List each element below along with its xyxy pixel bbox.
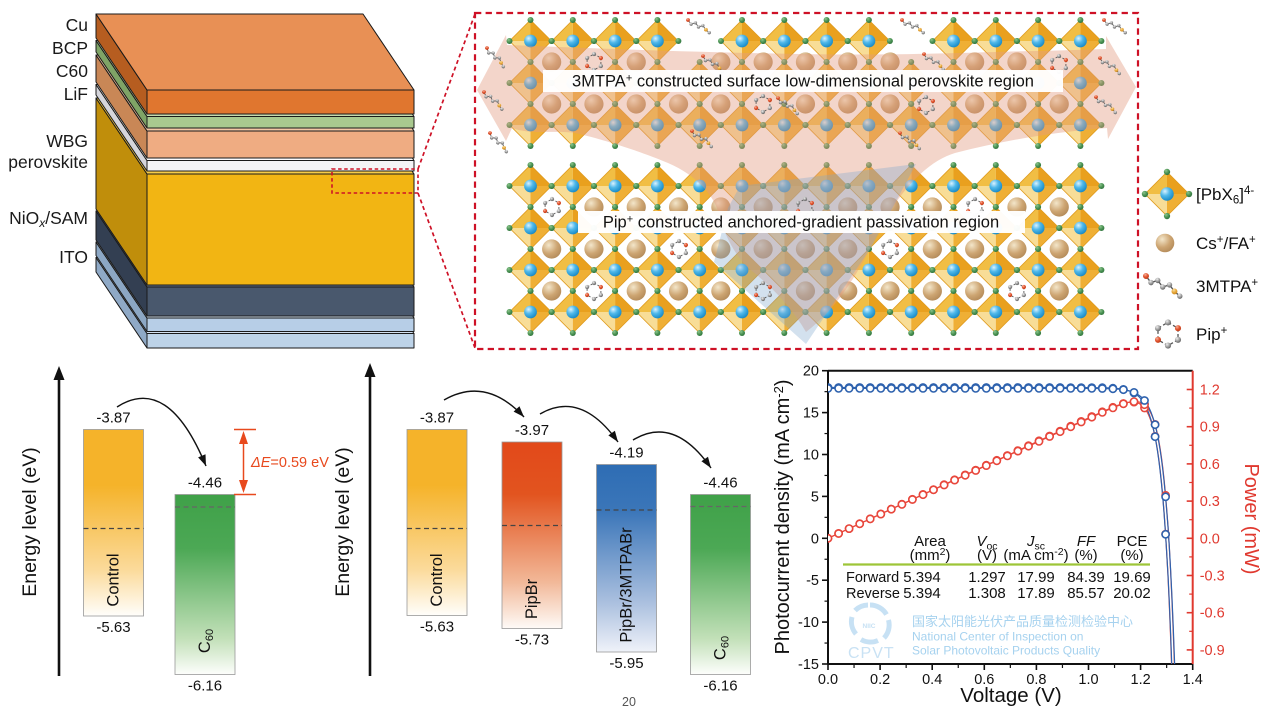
svg-text:1.2: 1.2 [1200,383,1220,399]
svg-text:-5.95: -5.95 [609,655,643,672]
svg-text:NIIC: NIIC [863,623,876,630]
svg-text:perovskite: perovskite [8,152,88,172]
svg-text:1.297: 1.297 [968,569,1006,586]
svg-text:-5.73: -5.73 [515,632,549,649]
svg-text:BCP: BCP [52,38,88,58]
svg-text:-3.87: -3.87 [420,410,454,427]
svg-text:国家太阳能光伏产品质量检测检验中心: 国家太阳能光伏产品质量检测检验中心 [912,614,1133,629]
svg-text:0.4: 0.4 [922,672,942,688]
svg-text:(%): (%) [1120,547,1143,564]
svg-text:20: 20 [803,364,819,380]
svg-text:-15: -15 [798,657,819,673]
svg-text:0.0: 0.0 [1200,531,1220,547]
svg-text:85.57: 85.57 [1067,585,1105,602]
svg-text:PipBr/3MTPABr: PipBr/3MTPABr [618,527,636,643]
svg-text:0.0: 0.0 [818,672,838,688]
svg-text:(mA cm-2): (mA cm-2) [1003,546,1068,564]
svg-text:Jsc: Jsc [1026,533,1045,553]
svg-text:Control: Control [105,553,123,606]
svg-text:Cs+/FA+: Cs+/FA+ [1196,234,1256,253]
svg-text:(%): (%) [1074,547,1097,564]
svg-text:-6.16: -6.16 [703,678,737,695]
svg-text:5.394: 5.394 [903,569,941,586]
svg-text:NiOx/SAM: NiOx/SAM [9,208,88,230]
svg-text:3MTPA+: 3MTPA+ [1196,277,1258,296]
svg-text:C60: C60 [56,61,88,81]
svg-text:CPVT: CPVT [848,645,895,662]
svg-text:PipBr: PipBr [523,578,541,619]
svg-text:-4.19: -4.19 [609,445,643,462]
svg-text:84.39: 84.39 [1067,569,1105,586]
svg-text:5.394: 5.394 [903,585,941,602]
svg-text:-0.6: -0.6 [1200,606,1225,622]
svg-text:1.308: 1.308 [968,585,1006,602]
svg-text:5: 5 [811,489,819,505]
svg-text:Area: Area [914,533,946,550]
svg-text:19.69: 19.69 [1113,569,1151,586]
svg-text:Pip+ constructed anchored-grad: Pip+ constructed anchored-gradient passi… [603,214,999,232]
svg-text:Cu: Cu [66,15,88,35]
svg-text:-4.46: -4.46 [703,475,737,492]
svg-text:0.8: 0.8 [1026,672,1046,688]
svg-text:-4.46: -4.46 [188,475,222,492]
svg-text:0.3: 0.3 [1200,494,1220,510]
svg-text:0.9: 0.9 [1200,420,1220,436]
svg-text:15: 15 [803,406,819,422]
svg-text:10: 10 [803,448,819,464]
svg-text:0.2: 0.2 [870,672,890,688]
svg-text:FF: FF [1077,533,1096,550]
svg-text:ITO: ITO [59,247,88,267]
svg-text:ΔE=0.59 eV: ΔE=0.59 eV [250,455,329,471]
svg-text:WBG: WBG [46,131,88,151]
svg-text:Control: Control [428,553,446,606]
svg-text:Photocurrent density (mA cm-2): Photocurrent density (mA cm-2) [771,379,794,654]
svg-text:Voc: Voc [976,533,997,553]
svg-text:Forward: Forward [846,570,899,586]
svg-text:-0.3: -0.3 [1200,569,1225,585]
svg-text:-5.63: -5.63 [420,619,454,636]
svg-text:20.02: 20.02 [1113,585,1151,602]
svg-text:Energy level (eV): Energy level (eV) [19,447,41,597]
svg-text:1.2: 1.2 [1131,672,1151,688]
svg-text:-5: -5 [806,573,819,589]
svg-text:Voltage (V): Voltage (V) [960,684,1061,707]
svg-text:National Center of Inspection: National Center of Inspection on [912,630,1083,644]
svg-text:-3.97: -3.97 [515,422,549,439]
svg-text:-3.87: -3.87 [96,410,130,427]
svg-text:17.89: 17.89 [1017,585,1055,602]
svg-text:-10: -10 [798,615,819,631]
svg-text:(V): (V) [977,547,997,564]
svg-text:-5.63: -5.63 [96,619,130,636]
svg-text:3MTPA+ constructed surface low: 3MTPA+ constructed surface low-dimension… [572,73,1034,91]
svg-text:Reverse: Reverse [846,586,900,602]
svg-text:Pip+: Pip+ [1196,325,1228,344]
svg-text:1.0: 1.0 [1078,672,1098,688]
svg-text:1.4: 1.4 [1183,672,1203,688]
svg-text:0: 0 [811,531,819,547]
svg-text:Solar Photovoltaic Products Qu: Solar Photovoltaic Products Quality [912,644,1100,658]
svg-text:PCE: PCE [1117,533,1148,550]
svg-text:0.6: 0.6 [974,672,994,688]
svg-text:0.6: 0.6 [1200,457,1220,473]
svg-text:17.99: 17.99 [1017,569,1055,586]
svg-text:LiF: LiF [64,84,88,104]
svg-text:Energy level (eV): Energy level (eV) [332,447,354,597]
svg-text:20: 20 [622,695,636,709]
svg-text:-6.16: -6.16 [188,678,222,695]
svg-text:Power (mW): Power (mW) [1240,463,1262,574]
svg-text:-0.9: -0.9 [1200,643,1225,659]
svg-text:[PbX6]4-: [PbX6]4- [1196,185,1254,207]
